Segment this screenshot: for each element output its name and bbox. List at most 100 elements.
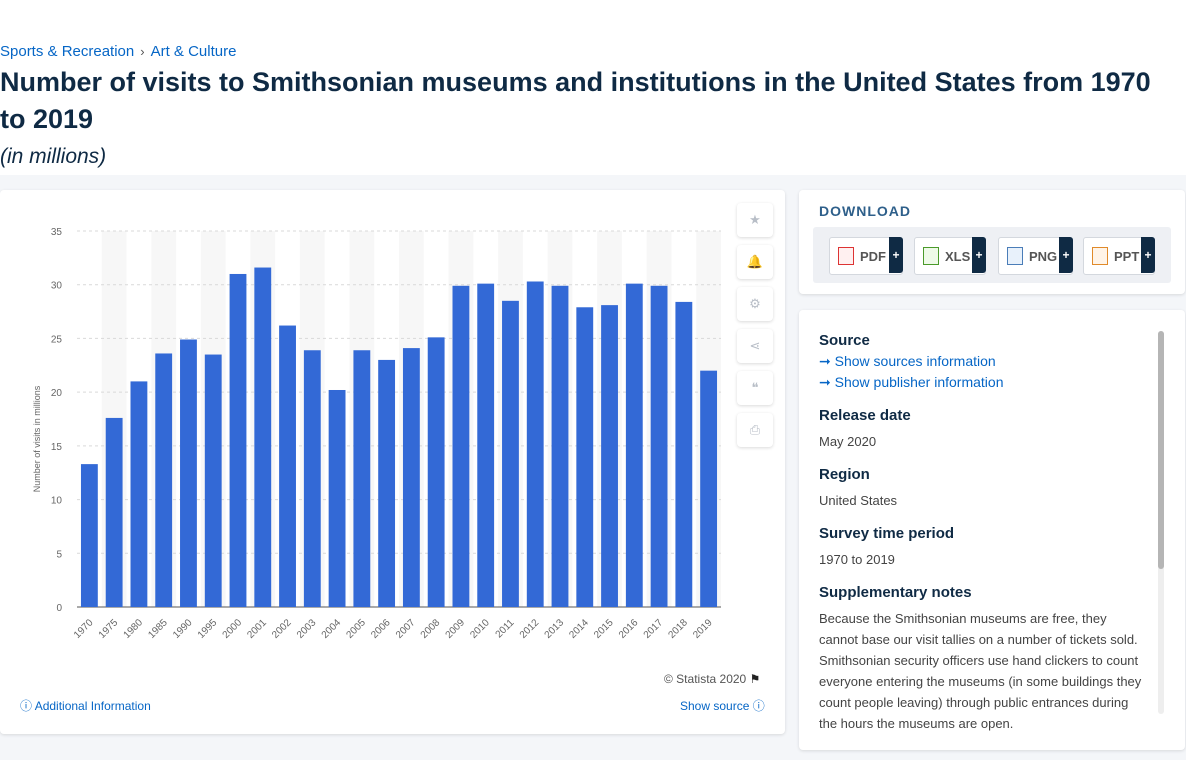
release-date-value: May 2020 — [819, 434, 877, 449]
bar-2014 — [576, 307, 594, 607]
download-xls-button[interactable]: XLS + — [914, 237, 986, 275]
pdf-file-icon — [838, 247, 854, 265]
ppt-file-icon — [1092, 247, 1108, 265]
x-tick-label: 2002 — [270, 617, 294, 641]
show-source-link[interactable]: Show source ⓘ — [680, 697, 765, 714]
download-png-button[interactable]: PNG + — [998, 237, 1073, 275]
region-value: United States — [819, 493, 898, 508]
y-tick-label: 20 — [51, 388, 63, 399]
bar-2006 — [378, 359, 396, 607]
y-tick-label: 25 — [51, 334, 63, 345]
x-tick-label: 1970 — [72, 617, 96, 641]
supplementary-notes-value: Because the Smithsonian museums are free… — [819, 611, 1142, 731]
info-scrollbar-thumb[interactable] — [1158, 331, 1164, 569]
bar-2002 — [279, 325, 296, 607]
additional-information-label: Additional Information — [34, 699, 151, 713]
bar-2015 — [601, 305, 618, 607]
notification-bell-icon[interactable]: 🔔 — [737, 245, 773, 279]
bar-2017 — [650, 285, 668, 607]
bar-2012 — [526, 281, 544, 607]
region-heading: Region — [819, 466, 870, 483]
ppt-plus-badge: + — [1141, 237, 1155, 273]
statistic-info-card: Source ➞ Show sources information ➞ Show… — [799, 310, 1185, 750]
x-tick-label: 2003 — [295, 617, 319, 641]
flag-icon[interactable]: ⚑ — [749, 672, 761, 686]
x-tick-label: 1975 — [97, 617, 121, 641]
bar-1980 — [130, 381, 148, 607]
x-tick-label: 1980 — [122, 617, 146, 641]
x-tick-label: 2005 — [344, 617, 368, 641]
info-scrollbar[interactable] — [1158, 331, 1164, 714]
show-publisher-link[interactable]: ➞ Show publisher information — [819, 374, 1149, 391]
download-pdf-button[interactable]: PDF + — [829, 237, 903, 275]
additional-information-link[interactable]: ⓘ Additional Information — [20, 697, 151, 714]
download-ppt-button[interactable]: PPT + — [1083, 237, 1155, 275]
download-options: PDF + XLS + PNG + PPT + — [813, 227, 1171, 283]
share-icon[interactable]: ⋖ — [737, 329, 773, 363]
statistic-info-content: Source ➞ Show sources information ➞ Show… — [819, 332, 1149, 748]
x-tick-label: 2011 — [494, 617, 517, 640]
bar-2009 — [452, 285, 470, 607]
x-tick-label: 2013 — [543, 617, 567, 641]
bar-2008 — [427, 337, 445, 607]
bar-2010 — [477, 283, 495, 607]
y-tick-label: 35 — [51, 227, 63, 238]
y-tick-label: 5 — [56, 549, 62, 560]
xls-file-icon — [923, 247, 939, 265]
bar-2011 — [502, 300, 519, 607]
survey-period-value: 1970 to 2019 — [819, 552, 895, 567]
y-tick-label: 10 — [51, 496, 63, 507]
x-tick-label: 1985 — [146, 617, 170, 641]
y-axis-label: Number of visits in millions — [32, 385, 42, 492]
show-sources-label: Show sources information — [834, 353, 996, 369]
png-plus-badge: + — [1059, 237, 1073, 273]
download-pdf-label: PDF — [860, 248, 886, 264]
breadcrumb-art-culture[interactable]: Art & Culture — [150, 43, 237, 60]
source-heading: Source — [819, 332, 870, 349]
bar-chart: 0 5 10 15 20 25 30 35 Number of visits in millio… — [32, 227, 721, 641]
x-tick-label: 2019 — [691, 617, 715, 641]
arrow-right-icon: ➞ — [819, 353, 835, 369]
y-tick-label: 0 — [56, 603, 62, 614]
show-source-label: Show source — [680, 699, 750, 713]
download-title: DOWNLOAD — [819, 203, 911, 219]
cite-quote-icon[interactable]: ❝ — [737, 371, 773, 405]
settings-gear-icon[interactable]: ⚙ — [737, 287, 773, 321]
release-date-heading: Release date — [819, 407, 911, 424]
bar-2007 — [402, 348, 420, 607]
bar-2000 — [229, 273, 247, 607]
breadcrumb-sports-recreation[interactable]: Sports & Recreation — [0, 43, 135, 60]
x-tick-label: 2008 — [419, 617, 443, 641]
x-tick-label: 2006 — [369, 617, 393, 641]
bar-1990 — [180, 339, 197, 607]
x-tick-label: 2015 — [592, 617, 616, 641]
download-card: DOWNLOAD PDF + XLS + PNG + PPT + — [799, 190, 1185, 294]
bar-2018 — [675, 301, 693, 607]
survey-period-heading: Survey time period — [819, 525, 955, 542]
x-tick-label: 2014 — [567, 617, 591, 641]
x-tick-label: 2004 — [320, 617, 344, 641]
favorite-star-icon[interactable]: ★ — [737, 203, 773, 237]
y-tick-label: 15 — [51, 442, 63, 453]
x-tick-label: 1990 — [171, 617, 195, 641]
copyright-text: © Statista 2020 — [664, 672, 747, 686]
bar-2003 — [303, 350, 321, 607]
info-circle-icon: ⓘ — [20, 699, 35, 713]
info-circle-icon: ⓘ — [749, 699, 765, 713]
breadcrumb: Sports & Recreation › Art & Culture — [0, 43, 236, 60]
download-png-label: PNG — [1029, 248, 1058, 264]
xls-plus-badge: + — [972, 237, 986, 273]
x-tick-label: 2012 — [518, 617, 542, 641]
x-tick-label: 2016 — [617, 617, 641, 641]
bar-2001 — [254, 267, 272, 607]
x-tick-label: 2017 — [642, 617, 666, 641]
show-publisher-label: Show publisher information — [834, 374, 1004, 390]
bar-2019 — [700, 370, 718, 607]
chart-toolbar: ★ 🔔 ⚙ ⋖ ❝ ⎙ — [737, 203, 773, 455]
print-icon[interactable]: ⎙ — [737, 413, 773, 447]
bar-2016 — [625, 283, 643, 607]
x-tick-label: 2009 — [444, 617, 468, 641]
supplementary-notes-heading: Supplementary notes — [819, 584, 972, 601]
copyright-notice: © Statista 2020 ⚑ — [664, 672, 760, 686]
show-sources-link[interactable]: ➞ Show sources information — [819, 353, 1149, 370]
